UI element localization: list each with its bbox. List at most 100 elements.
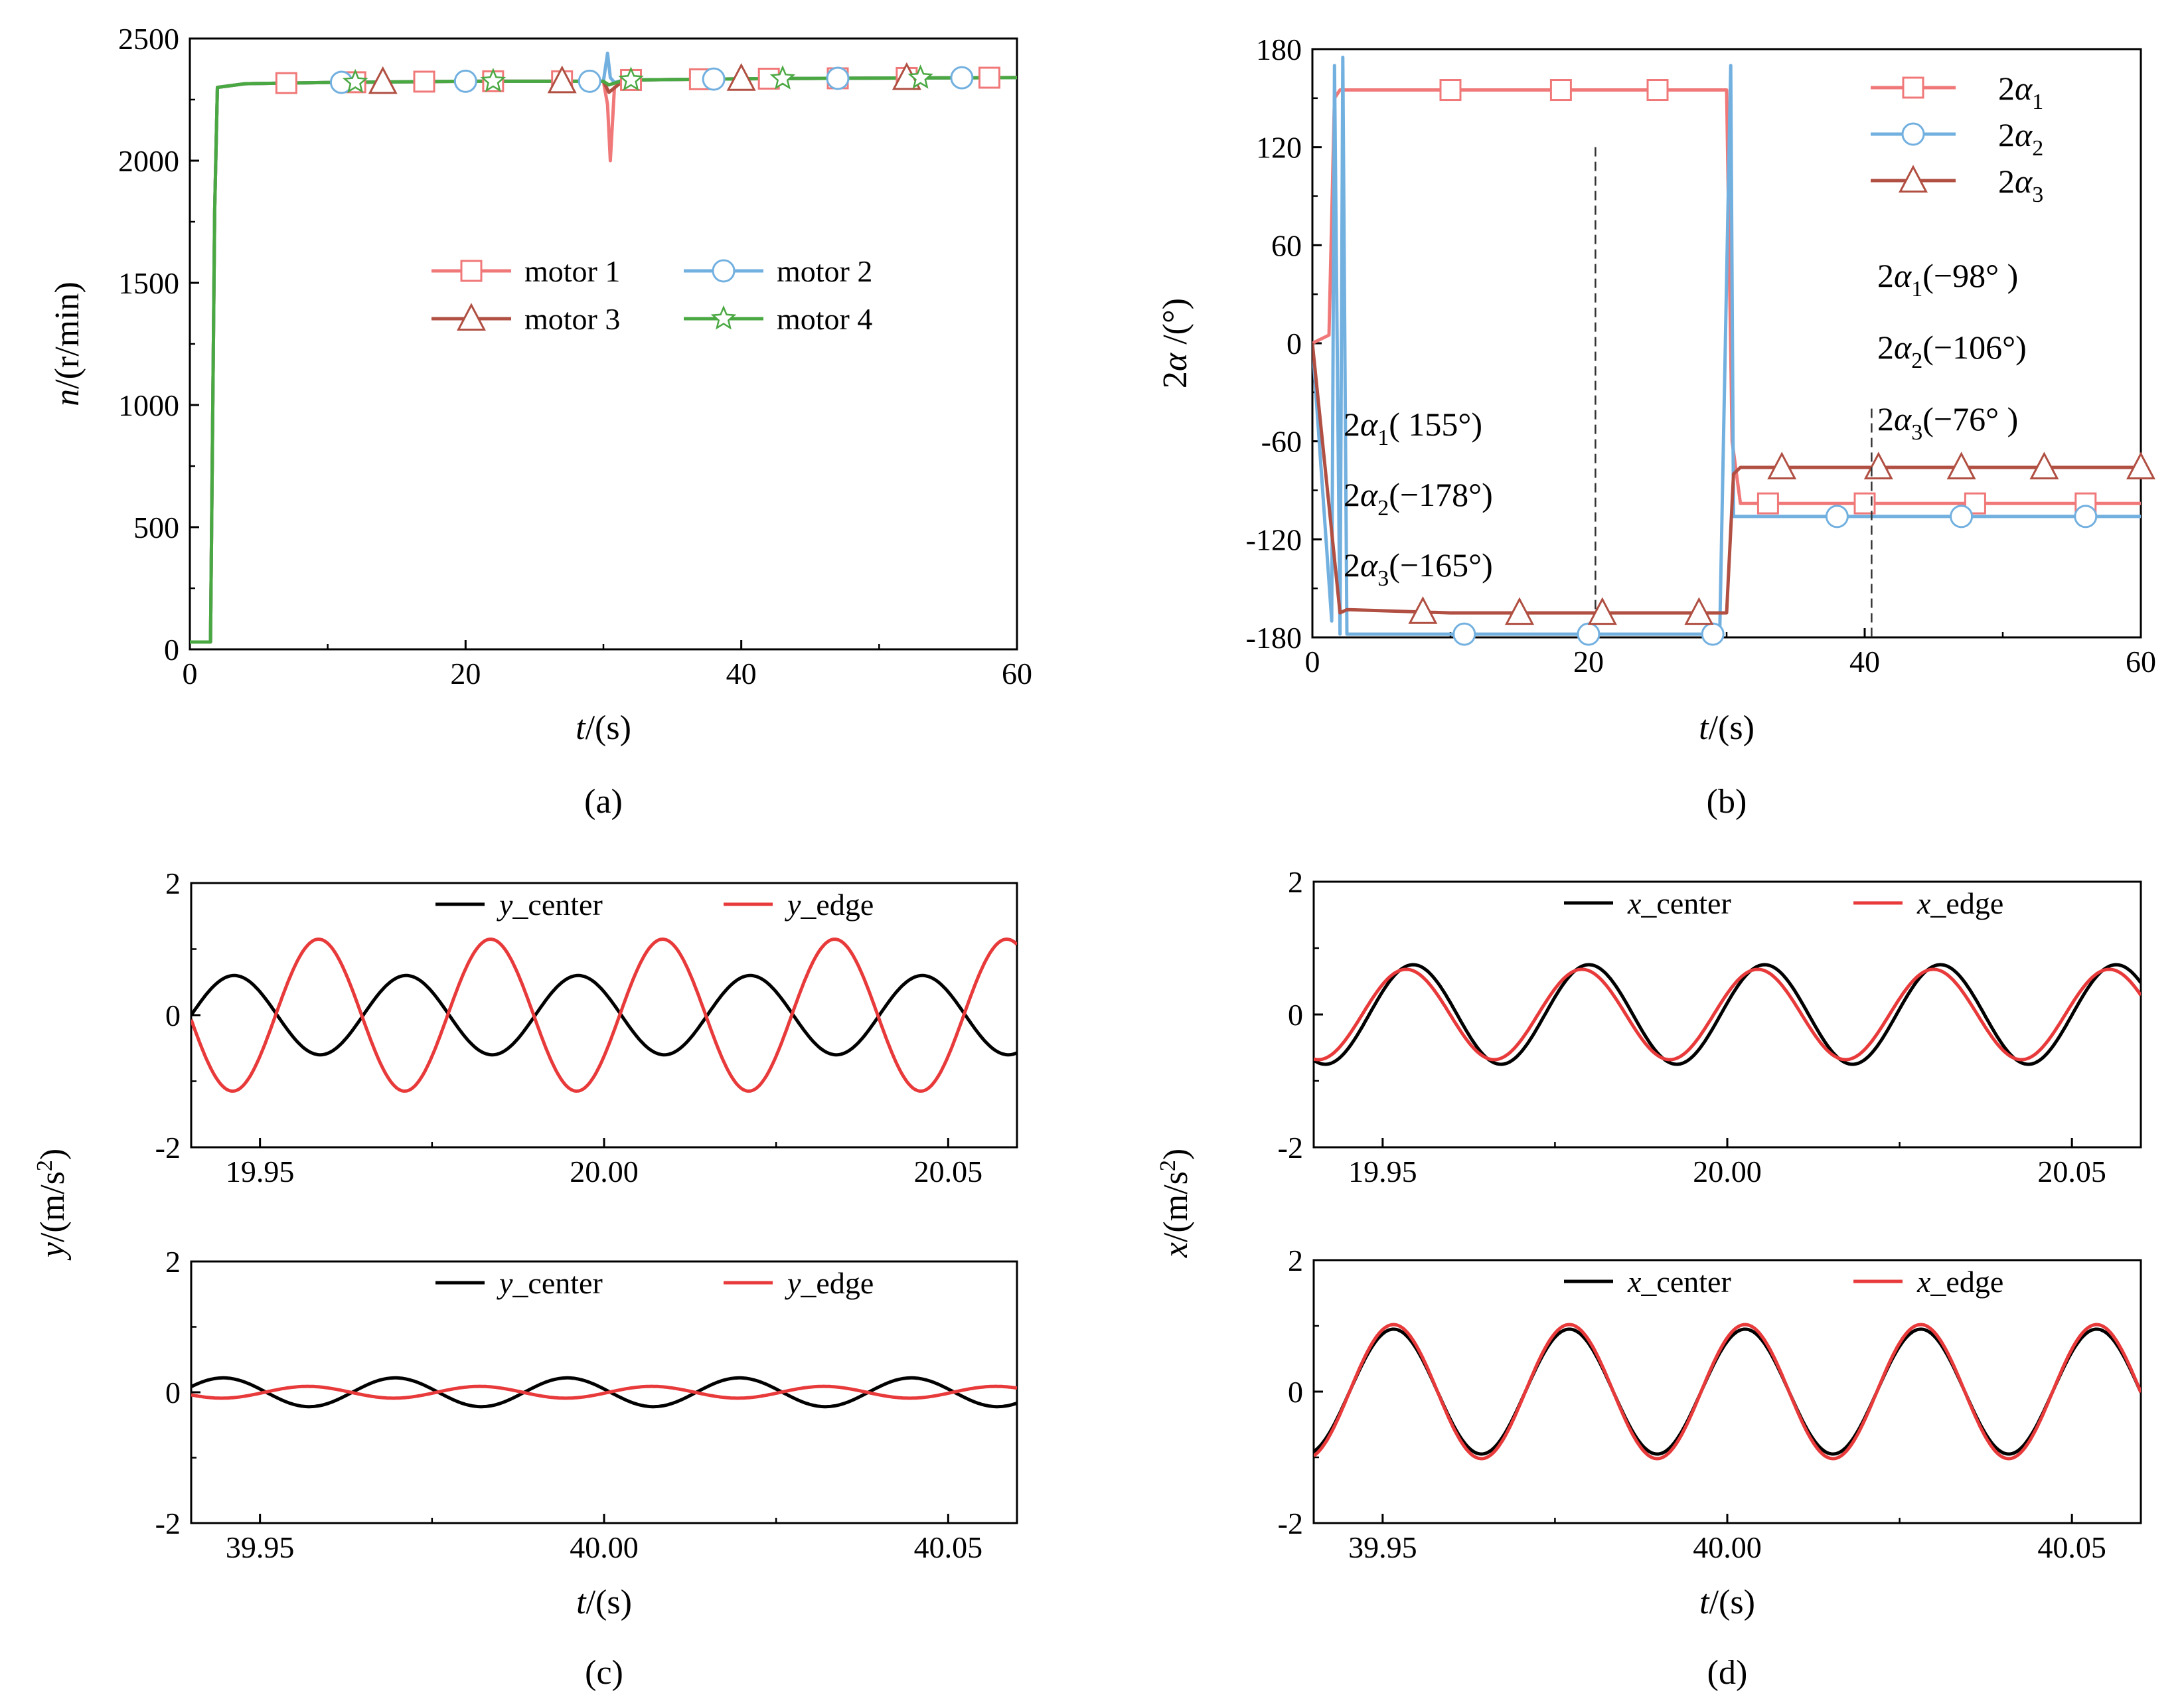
text-span: y [785,888,801,922]
x-tick-label: 40.00 [570,1530,639,1564]
text-span: y [497,888,513,922]
circle-marker [1901,122,1925,146]
x-tick-label: 20 [450,657,481,690]
text-span: 2 [1344,546,1360,584]
text-span: t [1699,709,1709,747]
series-2α3 [1312,343,2141,615]
x-tick-label: 20 [1573,645,1604,679]
y-tick-label: -2 [1278,1131,1303,1165]
text-span: 2 [1156,371,1194,388]
square-marker [1646,79,1669,102]
legend-label: x_center [1627,886,1731,920]
y-axis-label-c: y/(m/s2) [33,1149,72,1261]
text-span: _edge [800,888,874,922]
legend-label: 2α2 [1998,116,2043,161]
text-span: α [2015,116,2033,153]
text-span: 2 [1998,163,2015,200]
text-span: α [2015,163,2033,200]
text-span: _center [1640,886,1731,920]
triangle-marker [1505,597,1534,625]
annotation: 2α2(−106°) [1877,329,2027,373]
text-span: 3 [1911,420,1922,445]
text-span: _center [1640,1265,1731,1299]
circle-marker [950,66,974,90]
legend-label: motor 3 [524,302,620,336]
text-span: 2 [1156,1160,1180,1171]
circle-marker [702,67,726,91]
text-span: /(r/min) [48,282,86,389]
x-tick-label: 39.95 [1348,1530,1417,1564]
caption-d: (d) [1707,1654,1748,1692]
text-span: α [1360,546,1379,584]
text-span: n [48,389,86,406]
series-motor-4 [190,76,1017,644]
y-tick-label: 2500 [118,22,179,56]
square-marker [1756,492,1779,515]
text-span: 2 [1998,70,2015,107]
x-tick-label: 40 [1849,645,1880,679]
circle-marker [2074,505,2098,528]
square-marker [413,70,435,93]
text-span: /(°) [1156,298,1194,353]
text-span: x [1916,886,1931,920]
circle-marker [578,69,601,93]
y-tick-label: 0 [164,633,179,667]
text-span: /(s) [585,709,631,747]
legend: x_center x_edge [1564,1265,2003,1299]
series-x_edge [1314,1323,2141,1461]
text-span: (−106°) [1922,329,2027,366]
circle-marker [1950,505,1974,528]
text-span: 2 [2032,136,2043,161]
y-tick-label: 0 [1288,998,1303,1032]
legend-label: y_center [497,1266,603,1300]
series-line [1314,967,2141,1062]
text-span: 1 [2032,90,2043,114]
text-span: y [34,1242,72,1261]
circle-marker [1577,622,1600,646]
circle-marker [1452,622,1476,646]
markers-2α3 [1408,451,2155,625]
square-marker [275,72,297,94]
x-axis-label: t/(s) [1699,1583,1755,1621]
text-span: /(s) [586,1583,632,1621]
circle-marker [712,259,736,283]
star-marker [769,65,796,90]
chart-a: 0 20 40 60 0 500 1000 1500 2000 2500 t/(s) n/(r/min… [48,22,1032,747]
text-span: 2 [1877,257,1894,294]
series-motor-1 [190,76,1017,644]
series-line [191,1384,1017,1400]
x-tick-label: 60 [2126,645,2156,679]
text-span: _edge [800,1266,874,1300]
series-line [1314,963,2141,1066]
plot-frame [1312,880,2142,1149]
x-tick-label: 60 [1002,657,1032,690]
y-tick-label: 0 [165,999,181,1032]
markers-2α2 [1452,505,2098,646]
series-line [190,76,1017,644]
legend: motor 1 motor 2 motor 3 motor 4 [431,254,872,336]
series-line [1314,1323,2141,1461]
circle-marker [826,66,850,90]
square-marker [1902,76,1924,99]
x-tick-label: 0 [1305,645,1320,679]
triangle-marker [1946,451,1976,480]
x-tick-label: 20.05 [914,1155,983,1188]
text-span: α [1360,476,1379,513]
text-span: y [785,1266,801,1300]
legend-label: 2α1 [1998,70,2043,114]
x-tick-label: 40.05 [2037,1530,2106,1564]
text-span: y [497,1266,513,1300]
y-tick-label: 500 [133,511,179,544]
triangle-marker [368,66,398,94]
y-tick-label: 0 [1288,1375,1303,1409]
y-tick-label: -2 [155,1131,181,1165]
y-axis-label-d: x/(m/s2) [1156,1149,1195,1258]
series-x_center [1314,963,2141,1066]
x-tick-label: 19.95 [226,1155,295,1188]
triangle-marker [1767,451,1797,480]
x-tick-label: 20.00 [570,1155,639,1188]
